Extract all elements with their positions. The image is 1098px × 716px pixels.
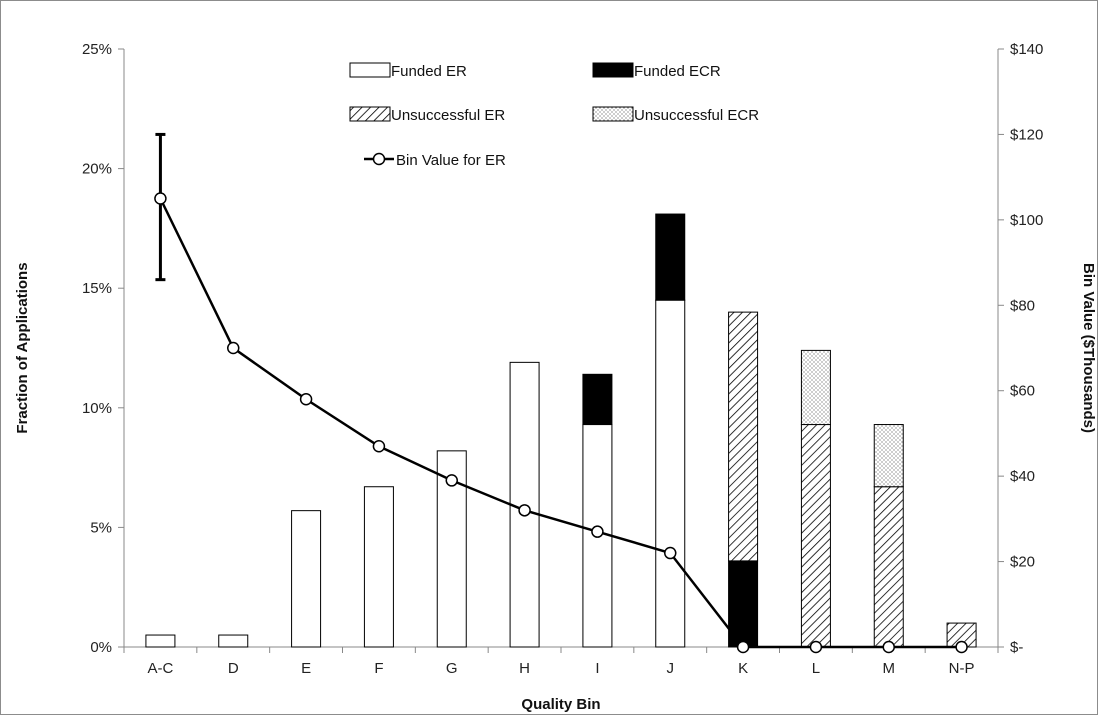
y2-axis-title: Bin Value ($Thousands) — [1080, 263, 1097, 433]
y-tick-label: 0% — [90, 639, 112, 656]
y-tick-label: 25% — [82, 41, 112, 58]
bin-value-marker — [518, 504, 531, 517]
bar-funded-er — [145, 634, 176, 648]
bin-value-marker — [299, 393, 313, 406]
y2-tick-label: $120 — [1010, 126, 1043, 143]
bin-value-marker — [227, 341, 240, 355]
y2-tick-label: $100 — [1010, 212, 1043, 229]
x-tick-label: K — [738, 660, 748, 677]
bin-value-marker — [154, 192, 167, 205]
x-tick-label: L — [812, 660, 820, 677]
axes-group: 0% 5% 10% 15% 20% 25% $- $20 $40 $60 $80 $100 $120 $1… — [82, 41, 1043, 677]
bin-value-line — [159, 197, 962, 649]
bin-value-marker — [955, 640, 968, 654]
bar-unsuccessful-ecr — [800, 349, 831, 426]
x-tick-label: A-C — [147, 660, 173, 677]
bin-value-marker — [591, 525, 604, 538]
y2-tick-label: $140 — [1010, 41, 1043, 58]
bar-funded-er — [218, 634, 249, 648]
y2-tick-label: $40 — [1010, 468, 1035, 485]
bar-unsuccessful-er — [873, 486, 904, 648]
y-tick-label: 10% — [82, 400, 112, 417]
y-tick-label: 20% — [82, 161, 112, 178]
y-axis-title: Fraction of Applications — [14, 262, 31, 433]
x-tick-label: E — [301, 660, 311, 677]
bar-funded-er — [363, 486, 394, 648]
legend-swatch — [349, 106, 391, 122]
bin-value-marker — [809, 640, 823, 654]
bars-group — [145, 213, 977, 648]
y-tick-label: 5% — [90, 519, 112, 536]
x-tick-label: G — [446, 660, 458, 677]
x-tick-label: M — [883, 660, 896, 677]
x-tick-label: D — [228, 660, 239, 677]
bin-value-marker — [736, 640, 750, 654]
legend-label: Bin Value for ER — [396, 152, 506, 169]
bin-value-marker — [445, 474, 458, 487]
legend-swatch — [592, 106, 634, 122]
legend-label: Unsuccessful ER — [391, 107, 505, 124]
y2-tick-label: $80 — [1010, 297, 1035, 314]
x-tick-label: H — [519, 660, 530, 677]
x-tick-label: F — [374, 660, 383, 677]
legend-swatch — [592, 62, 634, 78]
x-tick-label: J — [667, 660, 675, 677]
bar-funded-ecr — [582, 373, 613, 426]
bin-value-marker — [664, 546, 677, 560]
legend-group: Funded ER Funded ECR Unsuccessful ER Unsucc… — [349, 62, 759, 169]
legend-marker-swatch — [372, 152, 386, 166]
x-tick-label: I — [595, 660, 599, 677]
bar-unsuccessful-er — [728, 311, 759, 562]
legend-label: Unsuccessful ECR — [634, 107, 759, 124]
bar-unsuccessful-er — [800, 424, 831, 648]
x-axis-title: Quality Bin — [521, 696, 600, 713]
y-tick-label: 15% — [82, 280, 112, 297]
bin-value-marker — [372, 439, 386, 453]
y2-tick-label: $- — [1010, 639, 1023, 656]
y2-tick-label: $60 — [1010, 383, 1035, 400]
legend-label: Funded ECR — [634, 63, 721, 80]
y2-tick-label: $20 — [1010, 554, 1035, 571]
bin-value-marker — [882, 640, 895, 654]
line-group — [154, 132, 968, 654]
bar-funded-ecr — [655, 213, 686, 301]
legend-label: Funded ER — [391, 63, 467, 80]
x-tick-label: N-P — [949, 660, 975, 677]
bar-unsuccessful-ecr — [873, 424, 904, 488]
bar-funded-er — [291, 510, 322, 648]
legend-swatch — [349, 62, 391, 78]
bar-funded-er — [655, 299, 686, 648]
